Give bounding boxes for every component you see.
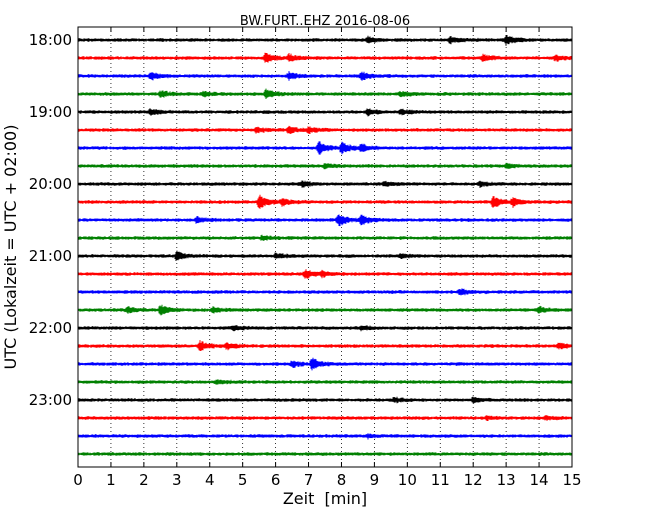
y-tick-label: 18:00 [29,31,72,49]
seismogram-trace [77,141,573,155]
y-tick-label: 22:00 [29,319,72,337]
seismogram-trace [77,357,573,371]
seismogram-trace [77,214,573,227]
seismogram-traces [77,35,573,456]
chart-title: BW.FURT..EHZ 2016-08-06 [240,14,410,29]
seismogram-trace [77,325,573,332]
x-axis-ticks: 0 1 2 3 4 5 6 7 8 9 10 11 12 13 14 15 [73,27,582,489]
seismogram-trace [77,88,573,99]
x-tick-label: 14 [530,471,549,489]
plot-frame [77,26,573,468]
seismogram-trace [77,180,573,188]
x-grid-lines [110,27,540,467]
seismogram-trace [77,162,573,170]
x-tick-label: 6 [271,471,281,489]
x-tick-label: 12 [464,471,483,489]
x-tick-label: 2 [139,471,149,489]
seismogram-trace [77,125,573,134]
seismogram-trace [77,250,573,261]
x-tick-label: 5 [238,471,248,489]
y-axis-label: UTC (Lokalzeit = UTC + 02:00) [1,125,20,370]
y-axis-ticks: 18:00 19:00 20:00 21:00 22:00 23:00 [29,31,572,409]
x-tick-label: 3 [172,471,182,489]
seismogram-trace [77,304,573,316]
x-tick-label: 8 [337,471,347,489]
seismogram-trace [77,415,573,421]
seismogram-trace [77,288,573,296]
seismogram-trace [77,71,573,81]
x-tick-label: 1 [106,471,116,489]
seismogram-trace [77,269,573,279]
y-tick-label: 23:00 [29,391,72,409]
x-tick-label: 0 [73,471,83,489]
seismogram-trace [77,194,573,209]
seismogram-trace [77,234,573,241]
x-tick-label: 10 [398,471,417,489]
x-axis-label: Zeit [min] [283,489,367,508]
y-tick-label: 19:00 [29,103,72,121]
x-tick-label: 13 [497,471,516,489]
seismogram-trace [77,340,573,351]
y-tick-label: 20:00 [29,175,72,193]
seismogram-trace [77,52,573,63]
seismogram-trace [77,35,573,46]
x-tick-label: 9 [370,471,380,489]
seismogram-trace [77,452,573,456]
x-tick-label: 7 [304,471,314,489]
seismogram-trace [77,396,573,404]
x-tick-label: 15 [562,471,581,489]
x-tick-label: 4 [205,471,215,489]
seismogram-trace [77,433,573,440]
seismogram-trace [77,379,573,385]
seismogram-trace [77,108,573,117]
y-tick-label: 21:00 [29,247,72,265]
x-tick-label: 11 [431,471,450,489]
